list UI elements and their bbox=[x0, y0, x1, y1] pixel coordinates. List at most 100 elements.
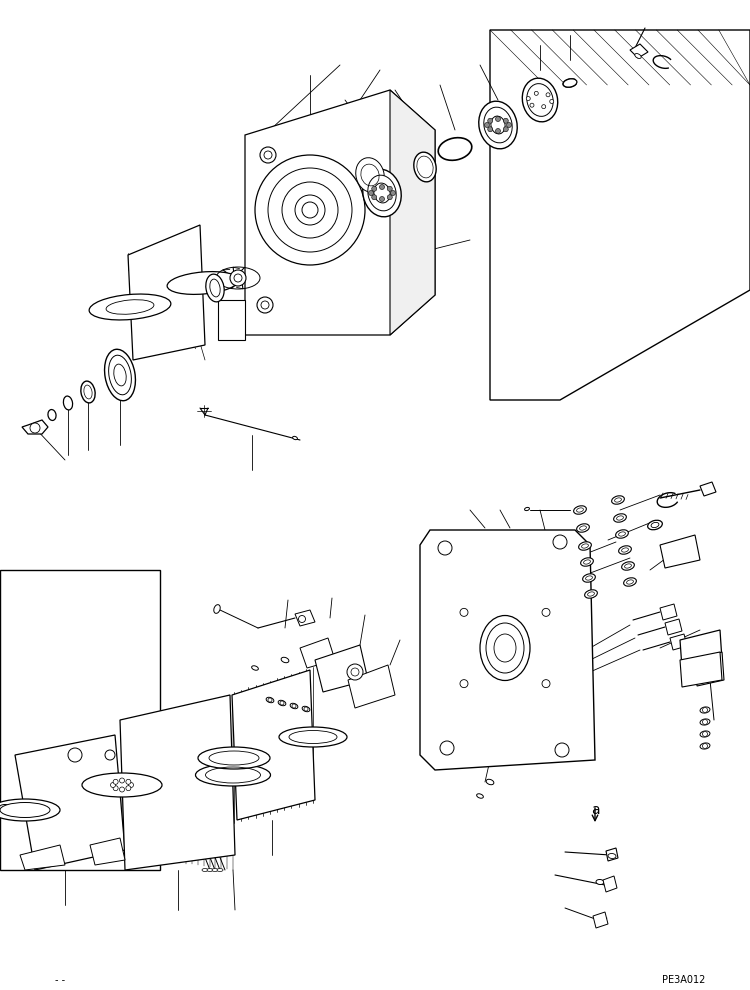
Ellipse shape bbox=[614, 514, 626, 522]
Ellipse shape bbox=[212, 868, 218, 871]
Circle shape bbox=[530, 103, 534, 107]
Ellipse shape bbox=[0, 799, 60, 821]
Ellipse shape bbox=[700, 707, 710, 713]
Ellipse shape bbox=[574, 506, 586, 514]
Polygon shape bbox=[700, 482, 716, 496]
Polygon shape bbox=[232, 670, 315, 820]
Polygon shape bbox=[630, 44, 648, 58]
Polygon shape bbox=[245, 90, 435, 335]
Circle shape bbox=[298, 616, 305, 623]
Ellipse shape bbox=[486, 623, 524, 673]
Ellipse shape bbox=[612, 496, 624, 504]
Circle shape bbox=[292, 704, 296, 708]
Polygon shape bbox=[90, 838, 125, 865]
Polygon shape bbox=[15, 735, 125, 870]
Ellipse shape bbox=[522, 78, 558, 122]
Ellipse shape bbox=[579, 542, 591, 550]
Ellipse shape bbox=[363, 169, 401, 217]
Ellipse shape bbox=[585, 590, 597, 598]
Circle shape bbox=[380, 196, 385, 202]
Ellipse shape bbox=[584, 560, 590, 564]
Circle shape bbox=[506, 123, 512, 128]
Circle shape bbox=[387, 186, 392, 191]
Text: PE3A012: PE3A012 bbox=[662, 975, 705, 985]
Ellipse shape bbox=[207, 868, 213, 871]
Circle shape bbox=[460, 680, 468, 688]
Ellipse shape bbox=[524, 508, 530, 511]
Ellipse shape bbox=[700, 719, 710, 725]
Ellipse shape bbox=[563, 79, 577, 87]
Circle shape bbox=[113, 786, 118, 791]
Ellipse shape bbox=[648, 520, 662, 530]
Circle shape bbox=[110, 782, 116, 787]
Circle shape bbox=[484, 123, 490, 128]
Ellipse shape bbox=[0, 805, 11, 812]
Circle shape bbox=[372, 186, 376, 191]
Ellipse shape bbox=[167, 271, 239, 294]
Ellipse shape bbox=[484, 107, 512, 143]
Ellipse shape bbox=[622, 547, 628, 552]
Ellipse shape bbox=[302, 706, 310, 712]
Text: a: a bbox=[591, 803, 599, 817]
Ellipse shape bbox=[622, 561, 634, 570]
Circle shape bbox=[542, 680, 550, 688]
Circle shape bbox=[128, 782, 133, 787]
Circle shape bbox=[703, 732, 707, 737]
Polygon shape bbox=[218, 300, 245, 340]
Ellipse shape bbox=[651, 523, 659, 528]
Ellipse shape bbox=[478, 101, 518, 148]
Ellipse shape bbox=[616, 530, 628, 539]
Ellipse shape bbox=[82, 773, 162, 797]
Ellipse shape bbox=[279, 727, 347, 747]
Polygon shape bbox=[390, 90, 435, 335]
Polygon shape bbox=[20, 845, 65, 870]
Ellipse shape bbox=[281, 657, 289, 662]
Ellipse shape bbox=[526, 83, 554, 117]
Polygon shape bbox=[420, 530, 595, 770]
Circle shape bbox=[553, 535, 567, 549]
Circle shape bbox=[268, 698, 272, 702]
Circle shape bbox=[68, 748, 82, 762]
Ellipse shape bbox=[48, 410, 56, 421]
Polygon shape bbox=[120, 695, 235, 870]
Circle shape bbox=[105, 750, 115, 760]
Ellipse shape bbox=[414, 152, 436, 182]
Circle shape bbox=[526, 97, 530, 101]
Ellipse shape bbox=[580, 557, 593, 566]
Ellipse shape bbox=[634, 53, 641, 58]
Circle shape bbox=[703, 708, 707, 713]
Circle shape bbox=[257, 297, 273, 313]
Circle shape bbox=[550, 99, 554, 104]
Circle shape bbox=[260, 147, 276, 163]
Circle shape bbox=[496, 129, 500, 134]
Ellipse shape bbox=[586, 576, 592, 580]
Ellipse shape bbox=[608, 853, 616, 858]
Ellipse shape bbox=[596, 879, 604, 884]
Circle shape bbox=[534, 91, 538, 95]
Ellipse shape bbox=[486, 779, 494, 785]
Ellipse shape bbox=[626, 580, 634, 584]
Circle shape bbox=[555, 743, 569, 757]
Ellipse shape bbox=[624, 578, 636, 586]
Circle shape bbox=[368, 190, 374, 195]
Circle shape bbox=[440, 741, 454, 755]
Ellipse shape bbox=[290, 703, 298, 709]
Circle shape bbox=[542, 105, 546, 109]
Polygon shape bbox=[295, 610, 315, 626]
Ellipse shape bbox=[104, 349, 136, 401]
Circle shape bbox=[295, 195, 325, 225]
Ellipse shape bbox=[616, 516, 623, 520]
Circle shape bbox=[372, 195, 376, 200]
Text: - -: - - bbox=[55, 975, 65, 985]
Circle shape bbox=[126, 786, 130, 791]
Circle shape bbox=[380, 184, 385, 189]
Circle shape bbox=[30, 423, 40, 433]
Ellipse shape bbox=[577, 508, 584, 512]
Ellipse shape bbox=[278, 700, 286, 706]
Circle shape bbox=[703, 743, 707, 748]
Ellipse shape bbox=[217, 868, 223, 871]
Polygon shape bbox=[603, 876, 617, 892]
Polygon shape bbox=[490, 30, 750, 400]
Ellipse shape bbox=[417, 156, 434, 178]
Ellipse shape bbox=[81, 381, 95, 403]
